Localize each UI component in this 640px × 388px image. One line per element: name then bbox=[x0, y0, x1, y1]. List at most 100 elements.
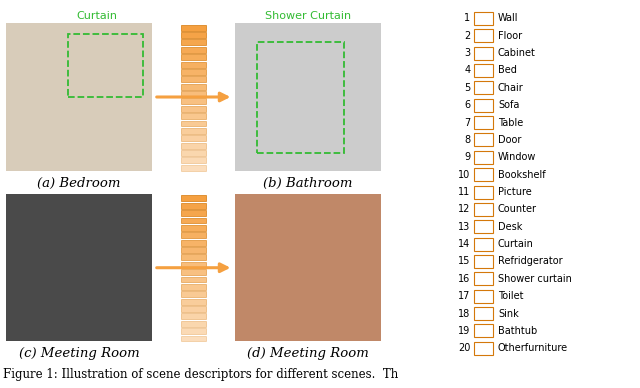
Bar bbox=[474, 342, 493, 355]
Text: 15: 15 bbox=[458, 256, 470, 267]
Bar bbox=[474, 29, 493, 42]
Text: Bed: Bed bbox=[498, 66, 516, 76]
Text: 10: 10 bbox=[458, 170, 470, 180]
Text: 6: 6 bbox=[464, 100, 470, 110]
Text: Counter: Counter bbox=[498, 204, 537, 215]
Text: (d) Meeting Room: (d) Meeting Room bbox=[247, 347, 369, 360]
Text: Picture: Picture bbox=[498, 187, 532, 197]
Bar bbox=[180, 196, 206, 201]
Bar bbox=[474, 255, 493, 268]
Text: Sofa: Sofa bbox=[498, 100, 519, 110]
Bar bbox=[180, 121, 206, 126]
Bar bbox=[180, 91, 206, 97]
Bar bbox=[180, 306, 206, 312]
Bar bbox=[474, 116, 493, 129]
Text: (a) Bedroom: (a) Bedroom bbox=[38, 177, 121, 190]
Bar bbox=[6, 194, 152, 341]
Text: 4: 4 bbox=[464, 66, 470, 76]
Bar bbox=[180, 321, 206, 327]
Bar bbox=[180, 25, 206, 31]
Text: 11: 11 bbox=[458, 187, 470, 197]
Text: 5: 5 bbox=[464, 83, 470, 93]
Bar bbox=[180, 84, 206, 90]
Bar bbox=[180, 150, 206, 156]
Text: Toilet: Toilet bbox=[498, 291, 524, 301]
Bar bbox=[474, 290, 493, 303]
Text: 13: 13 bbox=[458, 222, 470, 232]
Text: 16: 16 bbox=[458, 274, 470, 284]
Bar bbox=[474, 168, 493, 181]
Bar bbox=[474, 133, 493, 146]
Text: 18: 18 bbox=[458, 308, 470, 319]
Bar bbox=[257, 42, 344, 153]
Text: 14: 14 bbox=[458, 239, 470, 249]
Bar bbox=[180, 284, 206, 290]
Bar bbox=[474, 324, 493, 338]
Bar bbox=[180, 299, 206, 305]
Bar bbox=[68, 34, 143, 97]
Bar bbox=[474, 47, 493, 60]
Bar bbox=[180, 32, 206, 38]
Bar bbox=[474, 307, 493, 320]
Bar bbox=[180, 269, 206, 275]
Bar bbox=[474, 81, 493, 94]
Bar bbox=[474, 272, 493, 285]
Bar bbox=[180, 128, 206, 134]
Bar bbox=[474, 12, 493, 25]
Bar bbox=[180, 277, 206, 282]
Text: 7: 7 bbox=[464, 118, 470, 128]
Text: Refridgerator: Refridgerator bbox=[498, 256, 563, 267]
Bar bbox=[474, 64, 493, 77]
Text: (c) Meeting Room: (c) Meeting Room bbox=[19, 347, 140, 360]
Text: (b) Bathroom: (b) Bathroom bbox=[263, 177, 353, 190]
Bar bbox=[180, 255, 206, 260]
Bar bbox=[474, 185, 493, 199]
Bar bbox=[180, 54, 206, 60]
Text: Curtain: Curtain bbox=[498, 239, 534, 249]
Bar bbox=[474, 99, 493, 112]
Bar bbox=[180, 113, 206, 119]
Bar bbox=[180, 62, 206, 68]
Bar bbox=[180, 69, 206, 75]
Text: Desk: Desk bbox=[498, 222, 522, 232]
Bar bbox=[180, 99, 206, 104]
Bar bbox=[180, 328, 206, 334]
Text: Window: Window bbox=[498, 152, 536, 162]
Bar bbox=[180, 47, 206, 53]
Bar bbox=[180, 262, 206, 268]
Bar bbox=[474, 237, 493, 251]
Bar bbox=[180, 165, 206, 171]
Bar bbox=[180, 40, 206, 45]
Text: Table: Table bbox=[498, 118, 523, 128]
Text: Shower Curtain: Shower Curtain bbox=[265, 11, 351, 21]
Bar bbox=[180, 336, 206, 341]
Text: 12: 12 bbox=[458, 204, 470, 215]
Text: 20: 20 bbox=[458, 343, 470, 353]
Text: 9: 9 bbox=[464, 152, 470, 162]
Text: 3: 3 bbox=[464, 48, 470, 58]
Bar bbox=[180, 314, 206, 319]
Text: 8: 8 bbox=[464, 135, 470, 145]
Bar bbox=[180, 218, 206, 223]
Bar bbox=[6, 23, 152, 171]
Text: Wall: Wall bbox=[498, 13, 518, 23]
Bar bbox=[474, 220, 493, 233]
Bar bbox=[474, 203, 493, 216]
Text: Floor: Floor bbox=[498, 31, 522, 41]
Text: Figure 1: Illustration of scene descriptors for different scenes.  Th: Figure 1: Illustration of scene descript… bbox=[3, 368, 399, 381]
Text: 2: 2 bbox=[464, 31, 470, 41]
Text: Door: Door bbox=[498, 135, 522, 145]
Text: Bathtub: Bathtub bbox=[498, 326, 537, 336]
Text: Curtain: Curtain bbox=[76, 11, 117, 21]
Bar bbox=[180, 76, 206, 82]
Text: Otherfurniture: Otherfurniture bbox=[498, 343, 568, 353]
Text: Sink: Sink bbox=[498, 308, 518, 319]
Text: 19: 19 bbox=[458, 326, 470, 336]
Text: Chair: Chair bbox=[498, 83, 524, 93]
Text: 17: 17 bbox=[458, 291, 470, 301]
Text: Cabinet: Cabinet bbox=[498, 48, 536, 58]
Bar bbox=[180, 106, 206, 112]
Bar bbox=[180, 240, 206, 246]
Bar bbox=[180, 135, 206, 141]
Bar bbox=[180, 210, 206, 216]
